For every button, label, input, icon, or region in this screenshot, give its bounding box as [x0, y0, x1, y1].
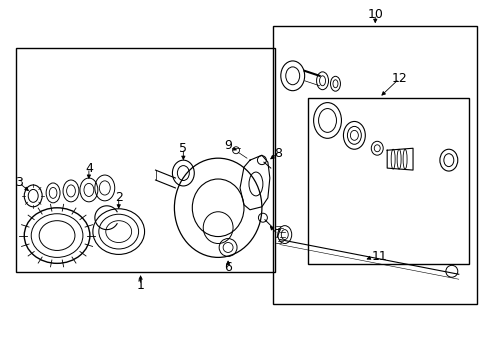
Text: 7: 7	[273, 228, 281, 241]
Bar	[272, 26, 476, 304]
Text: 2: 2	[115, 192, 122, 204]
Text: 1: 1	[136, 279, 144, 292]
Bar	[307, 98, 468, 264]
Text: 12: 12	[390, 72, 406, 85]
Text: 3: 3	[15, 176, 23, 189]
Text: 11: 11	[370, 250, 386, 263]
Text: 4: 4	[85, 162, 93, 175]
Text: 8: 8	[273, 147, 281, 160]
Text: 9: 9	[224, 139, 232, 152]
Text: 5: 5	[179, 142, 187, 155]
Bar	[16, 48, 274, 272]
Text: 10: 10	[366, 8, 383, 21]
Text: 6: 6	[224, 261, 232, 274]
